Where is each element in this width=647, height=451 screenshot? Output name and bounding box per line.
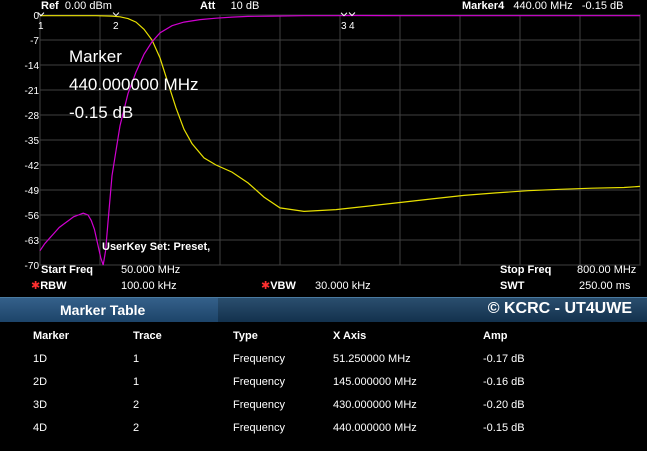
col-marker: Marker — [33, 330, 70, 342]
cell-type: Frequency — [233, 399, 285, 411]
rbw-field: ✱RBW — [31, 280, 67, 293]
ref-level: Ref 0.00 dBm — [41, 0, 112, 13]
cell-marker: 2D — [33, 376, 48, 388]
stop-freq-value: 800.00 MHz — [577, 264, 637, 276]
cell-x-axis: 145.000000 MHz — [333, 376, 417, 388]
cell-amp: -0.17 dB — [483, 353, 525, 365]
cell-amp: -0.15 dB — [483, 422, 525, 434]
cell-x-axis: 440.000000 MHz — [333, 422, 417, 434]
swt-value: 250.00 ms — [579, 280, 631, 292]
marker-overlay-title: Marker — [69, 47, 122, 66]
vbw-label: VBW — [270, 280, 296, 292]
active-marker-readout: Marker4 440.00 MHz -0.15 dB — [462, 0, 623, 13]
vbw-field: ✱VBW — [261, 280, 296, 293]
y-tick-label: -49 — [24, 186, 39, 197]
col-trace: Trace — [133, 330, 162, 342]
marker-freq: 440.00 MHz — [513, 0, 573, 12]
cell-type: Frequency — [233, 376, 285, 388]
col-type: Type — [233, 330, 258, 342]
y-tick-label: -35 — [24, 136, 39, 147]
start-freq-label: Start Freq — [41, 264, 93, 276]
copyright-text: © KCRC - UT4UWE — [487, 300, 632, 317]
rbw-value: 100.00 kHz — [121, 280, 177, 292]
ref-value: 0.00 dBm — [64, 0, 112, 12]
cell-marker: 1D — [33, 353, 48, 365]
marker-amp: -0.15 dB — [581, 0, 624, 12]
att-label: Att — [200, 0, 216, 12]
y-tick-label: -21 — [24, 86, 39, 97]
att-value: 10 dB — [230, 0, 260, 12]
marker-3-symbol — [340, 12, 348, 17]
cell-amp: -0.16 dB — [483, 376, 525, 388]
cell-trace: 1 — [133, 376, 140, 388]
swt-label: SWT — [500, 280, 525, 292]
trace-1-line — [40, 15, 641, 213]
start-freq-value: 50.000 MHz — [121, 264, 181, 276]
cell-marker: 3D — [33, 399, 48, 411]
cell-type: Frequency — [233, 353, 285, 365]
vbw-value: 30.000 kHz — [315, 280, 371, 292]
y-tick-label: -56 — [24, 211, 39, 222]
cell-amp: -0.20 dB — [483, 399, 525, 411]
marker-overlay-amp: -0.15 dB — [69, 103, 134, 122]
y-tick-label: -7 — [30, 36, 39, 47]
userkey-text: UserKey Set: Preset, — [102, 241, 211, 253]
marker-4-label: 4 — [349, 21, 355, 32]
cell-trace: 1 — [133, 353, 140, 365]
marker-3-label: 3 — [341, 21, 347, 32]
marker-1-symbol — [37, 12, 45, 17]
cell-trace: 2 — [133, 422, 140, 434]
marker-1-label: 1 — [38, 21, 44, 32]
y-tick-label: -70 — [24, 261, 39, 272]
rbw-star-icon: ✱ — [31, 280, 41, 292]
marker-table-header-bar: Marker Table © KCRC - UT4UWE — [0, 297, 647, 322]
marker-overlay-freq: 440.000000 MHz — [69, 75, 199, 94]
col-x-axis: X Axis — [333, 330, 367, 342]
cell-x-axis: 430.000000 MHz — [333, 399, 417, 411]
marker-table-title: Marker Table — [60, 302, 146, 318]
cell-x-axis: 51.250000 MHz — [333, 353, 411, 365]
cell-marker: 4D — [33, 422, 48, 434]
marker-4-symbol — [348, 12, 356, 17]
stop-freq-label: Stop Freq — [500, 264, 552, 276]
y-tick-label: 0 — [33, 11, 39, 22]
cell-type: Frequency — [233, 422, 285, 434]
y-tick-label: -42 — [24, 161, 39, 172]
marker-label: Marker4 — [462, 0, 505, 12]
y-tick-label: -63 — [24, 236, 39, 247]
trace-2-line — [39, 14, 640, 266]
col-amp: Amp — [483, 330, 508, 342]
y-tick-label: -14 — [24, 61, 39, 72]
attenuation: Att 10 dB — [200, 0, 259, 13]
marker-table-tab[interactable] — [0, 298, 218, 322]
ref-label: Ref — [41, 0, 59, 12]
rbw-label: RBW — [40, 280, 67, 292]
vbw-star-icon: ✱ — [261, 280, 271, 292]
marker-2-symbol — [112, 12, 120, 17]
marker-2-label: 2 — [113, 21, 119, 32]
cell-trace: 2 — [133, 399, 140, 411]
y-tick-label: -28 — [24, 111, 39, 122]
